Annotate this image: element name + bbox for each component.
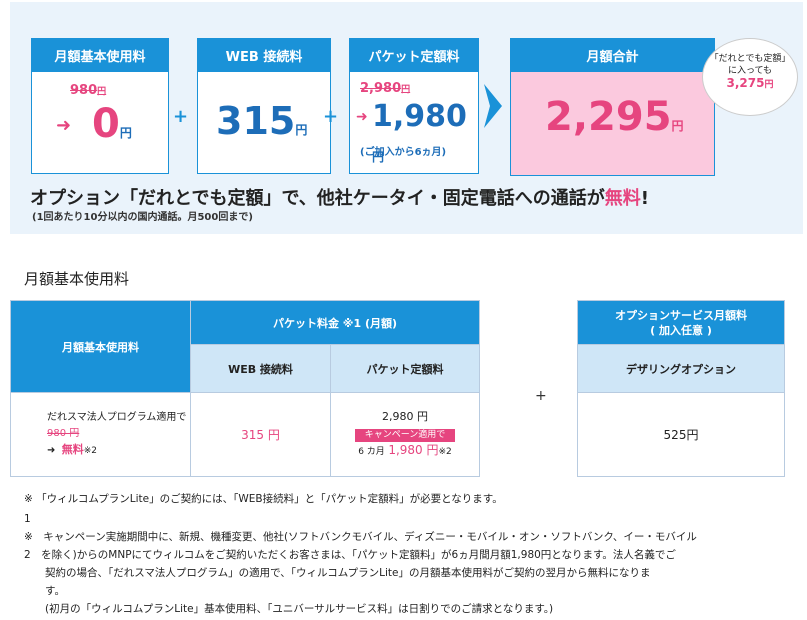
packet-fee-title: パケット定額料: [350, 39, 478, 72]
note-1-number: 1: [24, 513, 31, 525]
row-old-price: 980 円: [47, 428, 80, 439]
promo-panel: 月額基本使用料 980円 ➜ 0円 + WEB 接続料 315円 + パケット定…: [10, 2, 803, 234]
monthly-total-title: 月額合計: [511, 39, 714, 72]
arrow-right-icon: ➜: [56, 115, 72, 136]
subheader-web: WEB 接続料: [190, 344, 331, 393]
arrow-right-icon: ➜: [47, 445, 56, 456]
web-fee-price: 315円: [216, 99, 308, 143]
plus-icon: +: [173, 106, 189, 127]
web-fee-cell: 315 円: [190, 392, 331, 477]
option-table: オプションサービス月額料 ( 加入任意 ) デザリングオプション 525円: [577, 300, 785, 477]
web-fee-card: WEB 接続料 315円: [197, 38, 331, 174]
packet-new-price: 1,980円: [372, 99, 467, 164]
section-title: 月額基本使用料: [24, 270, 130, 288]
option-subheader: デザリングオプション: [577, 344, 785, 393]
packet-fee-cell: 2,980 円 キャンペーン適用で 6 カ月 1,980 円※2: [330, 392, 480, 477]
monthly-total-card: 月額合計 2,295円: [510, 38, 715, 176]
basic-new-price: 0円: [92, 101, 132, 147]
plus-icon: +: [535, 388, 547, 404]
note-2-line-e: (初月の「ウィルコムプランLite」基本使用料、「ユニバーサルサービス料」は日割…: [24, 603, 554, 615]
note-2-line-c: 契約の場合、「だれスマ法人プログラム」の適用で、「ウィルコムプランLite」の月…: [24, 567, 651, 579]
web-fee-title: WEB 接続料: [198, 39, 330, 72]
row-free: ➜ 無料※2: [47, 443, 98, 456]
packet-old-price: 2,980円: [360, 81, 411, 96]
promo-subnote: (1回あたり10分以内の国内通話。月500回まで): [32, 212, 253, 223]
packet-duration-note: (ご加入から6ヵ月): [360, 147, 447, 158]
callout-bubble: 「だれとでも定額」 に入っても 3,275円: [702, 38, 798, 116]
option-value: 525円: [577, 392, 785, 477]
packet-fee-card: パケット定額料 2,980円 ➜ 1,980円 (ご加入から6ヵ月): [349, 38, 479, 174]
basic-fee-card: 月額基本使用料 980円 ➜ 0円: [31, 38, 169, 174]
promo-headline: オプション「だれとでも定額」で、他社ケータイ・固定電話への通話が無料!: [30, 188, 649, 209]
header-packet-fee: パケット料金 ※1 (月額): [190, 300, 480, 345]
packet-price: 2,980 円: [382, 410, 428, 423]
basic-fee-cell: だれスマ法人プログラム適用で 980 円 ➜ 無料※2: [10, 392, 191, 477]
callout-line1: 「だれとでも定額」: [709, 54, 791, 64]
option-header: オプションサービス月額料 ( 加入任意 ): [577, 300, 785, 345]
callout-line2: に入っても: [727, 66, 773, 76]
monthly-total-price: 2,295円: [545, 94, 684, 140]
plus-icon: +: [323, 106, 339, 127]
chevron-right-icon: [484, 84, 502, 128]
subheader-packet: パケット定額料: [330, 344, 480, 393]
arrow-right-icon: ➜: [356, 109, 368, 125]
campaign-badge: キャンペーン適用で: [354, 429, 456, 442]
note-2-line-b: 2 を除く)からのMNPにてウィルコムをご契約いただくお客さまは、「パケット定額…: [24, 549, 676, 561]
header-basic-fee: 月額基本使用料: [10, 300, 191, 393]
pricing-table: 月額基本使用料 パケット料金 ※1 (月額) WEB 接続料 パケット定額料 だ…: [10, 300, 480, 477]
packet-discount-row: 6 カ月 1,980 円※2: [358, 443, 452, 457]
note-2-line-d: す。: [24, 585, 65, 597]
monthly-total-body: 2,295円: [511, 72, 714, 175]
basic-old-price: 980円: [70, 83, 107, 98]
program-label: だれスマ法人プログラム適用で: [47, 412, 187, 423]
callout-amount: 3,275円: [726, 76, 774, 90]
basic-fee-title: 月額基本使用料: [32, 39, 168, 72]
note-1: ※ 「ウィルコムプランLite」のご契約には、「WEB接続料」と「パケット定額料…: [24, 493, 503, 505]
note-2-line-a: ※ キャンペーン実施期間中に、新規、機種変更、他社(ソフトバンクモバイル、ディズ…: [24, 531, 697, 543]
